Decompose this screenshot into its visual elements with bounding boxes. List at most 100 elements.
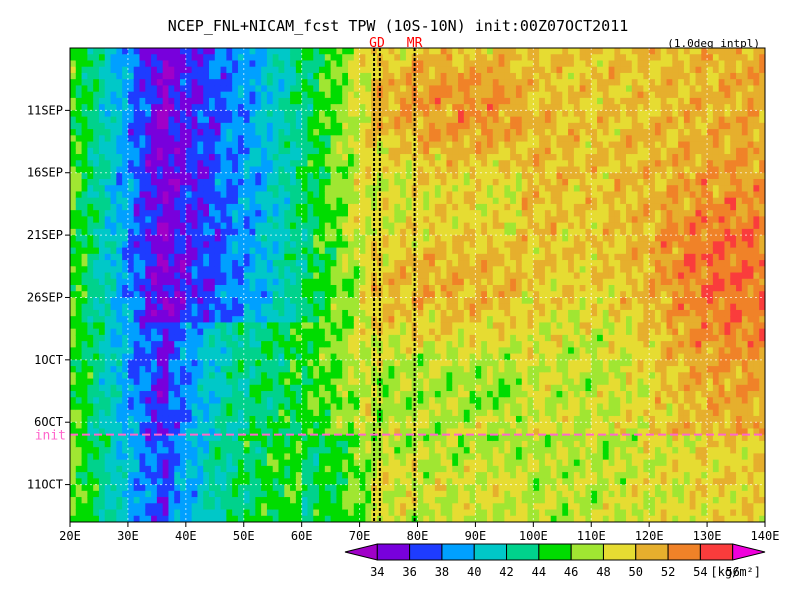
heatmap-cell bbox=[104, 316, 112, 324]
heatmap-cell bbox=[359, 459, 366, 467]
heatmap-cell bbox=[405, 403, 413, 411]
heatmap-cell bbox=[191, 384, 199, 392]
heatmap-cell bbox=[382, 172, 390, 180]
heatmap-cell bbox=[319, 453, 326, 461]
heatmap-cell bbox=[98, 378, 106, 386]
heatmap-cell bbox=[237, 66, 245, 74]
heatmap-cell bbox=[290, 434, 297, 442]
heatmap-cell bbox=[116, 147, 123, 155]
heatmap-cell bbox=[185, 440, 193, 448]
heatmap-cell bbox=[446, 160, 453, 168]
heatmap-cell bbox=[220, 60, 227, 68]
heatmap-cell bbox=[342, 422, 349, 430]
heatmap-cell bbox=[87, 129, 94, 136]
heatmap-cell bbox=[232, 48, 239, 55]
heatmap-cell bbox=[191, 285, 199, 292]
heatmap-cell bbox=[249, 459, 256, 467]
heatmap-cell bbox=[81, 291, 88, 299]
heatmap-cell bbox=[388, 260, 395, 267]
heatmap-cell bbox=[319, 397, 326, 405]
heatmap-cell bbox=[278, 91, 285, 99]
heatmap-cell bbox=[319, 515, 326, 522]
heatmap-cell bbox=[278, 484, 285, 492]
heatmap-cell bbox=[353, 397, 361, 405]
heatmap-cell bbox=[388, 372, 395, 380]
heatmap-cell bbox=[110, 415, 117, 423]
heatmap-cell bbox=[220, 509, 227, 517]
heatmap-cell bbox=[365, 54, 372, 62]
heatmap-cell bbox=[214, 484, 222, 492]
heatmap-cell bbox=[353, 266, 361, 274]
heatmap-cell bbox=[336, 472, 343, 479]
heatmap-cell bbox=[145, 484, 152, 492]
heatmap-cell bbox=[104, 478, 112, 486]
heatmap-cell bbox=[116, 91, 123, 99]
heatmap-cell bbox=[81, 434, 88, 442]
heatmap-cell bbox=[423, 503, 430, 511]
heatmap-cell bbox=[168, 372, 175, 380]
chart-title: NCEP_FNL+NICAM_fcst TPW (10S-10N) init:0… bbox=[168, 17, 629, 35]
heatmap-cell bbox=[411, 478, 419, 486]
heatmap-cell bbox=[197, 322, 204, 330]
heatmap-cell bbox=[423, 378, 430, 386]
heatmap-cell bbox=[353, 503, 361, 511]
heatmap-cell bbox=[429, 434, 436, 442]
heatmap-cell bbox=[139, 322, 146, 330]
heatmap-cell bbox=[81, 91, 88, 99]
heatmap-cell bbox=[307, 110, 314, 118]
heatmap-cell bbox=[278, 447, 285, 454]
heatmap-cell bbox=[359, 203, 366, 211]
heatmap-cell bbox=[122, 341, 129, 348]
heatmap-cell bbox=[226, 60, 233, 68]
heatmap-cell bbox=[70, 515, 77, 522]
heatmap-cell bbox=[191, 222, 199, 230]
heatmap-cell bbox=[353, 391, 361, 398]
heatmap-cell bbox=[168, 147, 175, 155]
heatmap-cell bbox=[93, 478, 100, 486]
heatmap-cell bbox=[139, 191, 146, 199]
heatmap-cell bbox=[342, 166, 349, 174]
heatmap-cell bbox=[290, 141, 297, 149]
heatmap-cell bbox=[394, 222, 401, 230]
heatmap-cell bbox=[214, 203, 222, 211]
heatmap-cell bbox=[376, 328, 384, 336]
heatmap-cell bbox=[342, 85, 349, 93]
heatmap-cell bbox=[104, 391, 112, 398]
heatmap-cell bbox=[261, 197, 268, 205]
heatmap-cell bbox=[116, 222, 123, 230]
heatmap-cell bbox=[348, 203, 355, 211]
heatmap-cell bbox=[307, 48, 314, 55]
heatmap-cell bbox=[278, 372, 285, 380]
heatmap-cell bbox=[284, 228, 291, 236]
heatmap-cell bbox=[307, 266, 314, 274]
heatmap-cell bbox=[278, 54, 285, 62]
heatmap-cell bbox=[417, 48, 424, 55]
heatmap-cell bbox=[249, 378, 256, 386]
heatmap-cell bbox=[313, 291, 320, 299]
heatmap-cell bbox=[209, 66, 216, 74]
heatmap-cell bbox=[116, 465, 123, 473]
heatmap-cell bbox=[429, 378, 436, 386]
heatmap-cell bbox=[214, 272, 222, 280]
heatmap-cell bbox=[411, 247, 419, 255]
heatmap-cell bbox=[382, 403, 390, 411]
heatmap-cell bbox=[255, 428, 262, 436]
heatmap-cell bbox=[70, 222, 77, 230]
heatmap-cell bbox=[284, 303, 291, 311]
heatmap-cell bbox=[127, 328, 135, 336]
heatmap-cell bbox=[319, 384, 326, 392]
heatmap-cell bbox=[371, 328, 378, 336]
heatmap-cell bbox=[272, 415, 280, 423]
heatmap-cell bbox=[307, 366, 314, 373]
heatmap-cell bbox=[446, 347, 453, 355]
heatmap-cell bbox=[214, 116, 222, 124]
heatmap-cell bbox=[249, 278, 256, 286]
heatmap-cell bbox=[133, 353, 141, 361]
heatmap-cell bbox=[93, 85, 100, 93]
heatmap-cell bbox=[446, 135, 453, 143]
heatmap-cell bbox=[330, 185, 338, 193]
heatmap-cell bbox=[278, 397, 285, 405]
heatmap-cell bbox=[417, 334, 424, 342]
heatmap-cell bbox=[81, 116, 88, 124]
heatmap-cell bbox=[243, 372, 251, 380]
